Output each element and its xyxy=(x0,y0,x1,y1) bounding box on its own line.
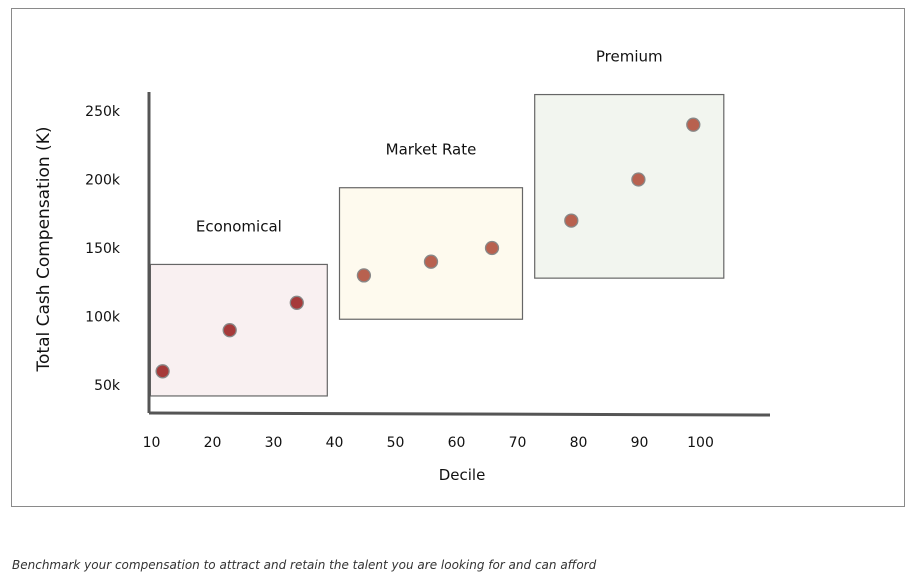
x-tick-label: 80 xyxy=(570,435,588,451)
group-label-0: Economical xyxy=(196,217,282,235)
caption-text: Benchmark your compensation to attract a… xyxy=(12,558,597,572)
data-point-2-2 xyxy=(686,117,701,132)
group-label-1: Market Rate xyxy=(386,141,477,159)
x-tick-label: 60 xyxy=(448,435,466,451)
group-box-0 xyxy=(149,263,328,397)
x-axis-label: Decile xyxy=(439,466,486,484)
x-tick-label: 10 xyxy=(143,435,161,451)
y-tick-labels: 50k 100k 150k 200k 250k xyxy=(85,104,121,394)
y-tick-label: 50k xyxy=(94,378,121,394)
group-labels: Economical Market Rate Premium xyxy=(196,48,663,236)
x-tick-label: 40 xyxy=(326,435,344,451)
data-point-1-2 xyxy=(484,240,500,256)
y-axis-label: Total Cash Compensation (K) xyxy=(34,127,54,373)
data-points xyxy=(155,117,701,379)
data-point-0-0 xyxy=(155,364,170,379)
data-point-0-1 xyxy=(222,323,237,338)
y-tick-label: 200k xyxy=(85,173,121,189)
x-axis-line xyxy=(148,411,771,417)
x-tick-label: 50 xyxy=(387,435,405,451)
data-point-1-1 xyxy=(423,254,439,269)
data-point-2-1 xyxy=(631,172,646,187)
data-point-1-0 xyxy=(356,268,372,283)
y-tick-label: 250k xyxy=(85,104,121,120)
x-tick-labels: 10 20 30 40 50 60 70 80 90 100 xyxy=(143,435,714,451)
chart-frame xyxy=(11,8,905,507)
x-tick-label: 70 xyxy=(509,435,527,451)
x-tick-label: 90 xyxy=(631,435,649,451)
group-boxes xyxy=(149,93,725,397)
group-label-2: Premium xyxy=(596,48,663,66)
x-tick-label: 100 xyxy=(687,435,714,451)
data-point-2-0 xyxy=(564,213,579,228)
data-point-0-2 xyxy=(289,295,304,310)
y-tick-label: 100k xyxy=(85,310,121,326)
x-tick-label: 30 xyxy=(265,435,283,451)
y-tick-label: 150k xyxy=(85,241,121,257)
x-tick-label: 20 xyxy=(204,435,222,451)
